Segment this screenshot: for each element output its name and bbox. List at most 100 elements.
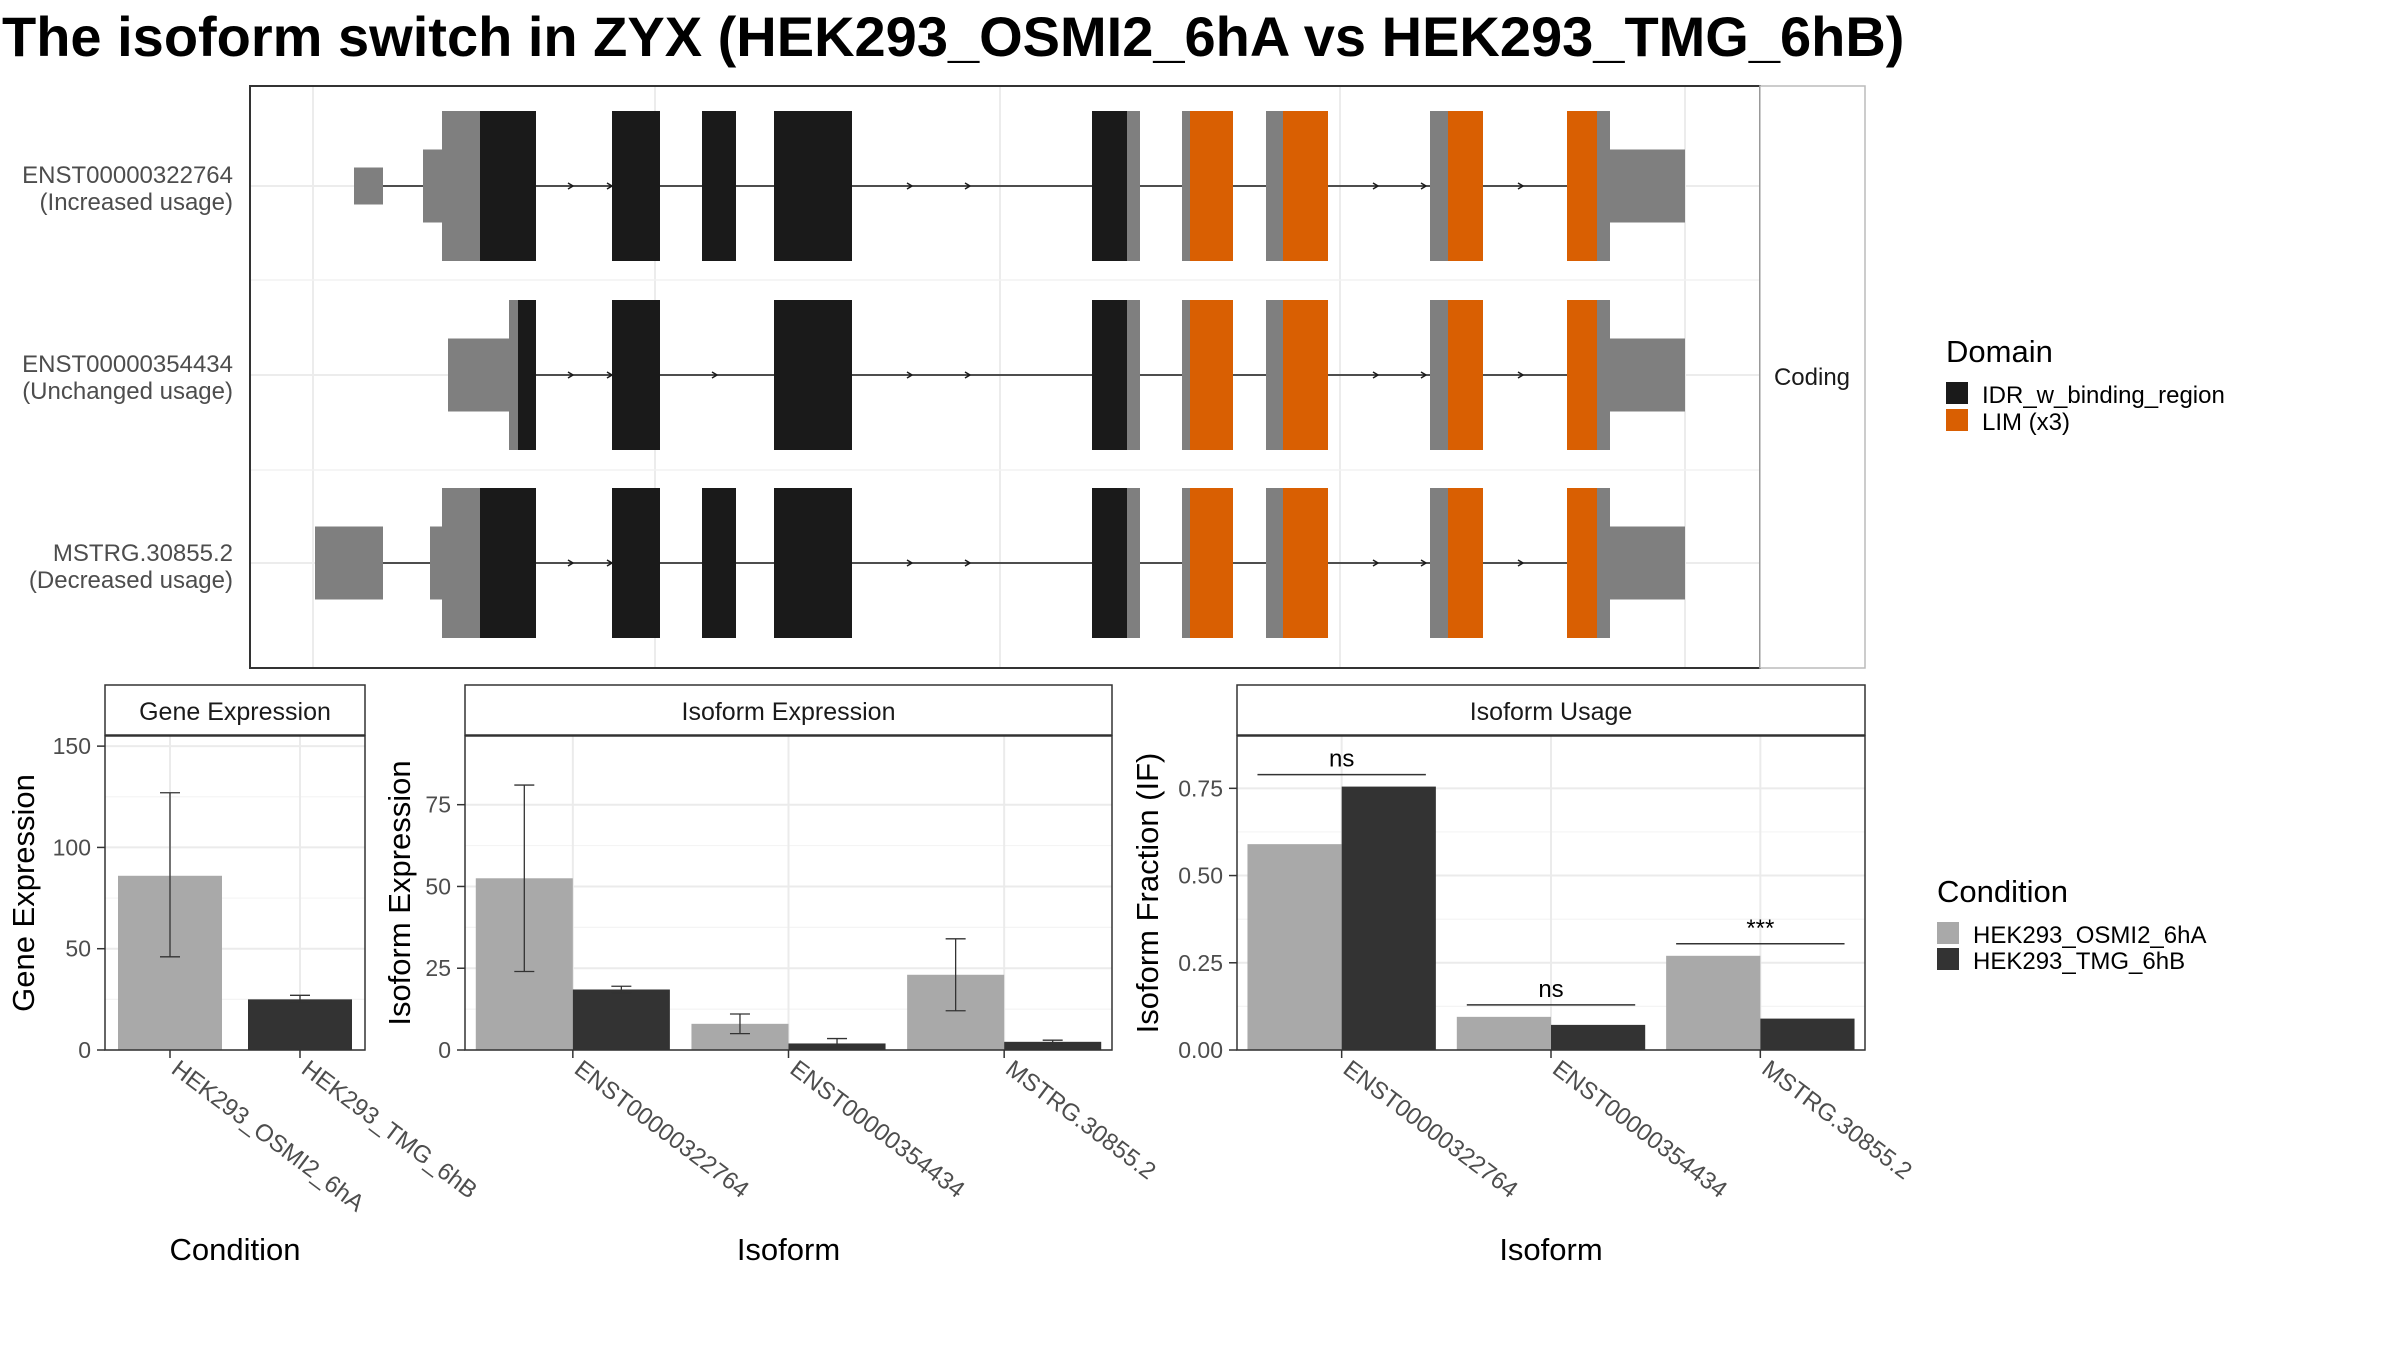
x-tick-label: MSTRG.30855.2	[1757, 1055, 1917, 1185]
structure-panel: ENST00000322764 (Increased usage) ENST00…	[22, 85, 1866, 669]
utr-box	[423, 149, 442, 223]
legend-swatch-lim	[1946, 409, 1968, 431]
idr-domain-box	[1092, 111, 1127, 261]
bar	[248, 999, 352, 1050]
x-tick-label: MSTRG.30855.2	[1001, 1055, 1161, 1185]
legend-swatch-idr	[1946, 382, 1968, 404]
legend-label-lim: LIM (x3)	[1982, 409, 2070, 436]
utr-box	[1597, 111, 1610, 261]
y-tick-label: 0	[438, 1037, 451, 1063]
idr-domain-box	[1092, 488, 1127, 638]
x-axis-label: Isoform	[1499, 1232, 1602, 1267]
utr-box	[509, 300, 518, 450]
intron-direction-arrow	[964, 182, 972, 190]
idr-domain-box	[612, 300, 660, 450]
facet-strip	[1759, 85, 1866, 669]
intron-direction-arrow	[567, 182, 575, 190]
domain-legend: Domain IDR_w_binding_region LIM (x3)	[1946, 334, 2225, 436]
x-tick-label: ENST00000322764	[569, 1055, 754, 1203]
utr-box	[442, 488, 480, 638]
bar	[1004, 1041, 1102, 1050]
intron-direction-arrow	[1372, 559, 1380, 567]
utr-box	[1127, 300, 1140, 450]
exon-boxes	[315, 111, 1685, 638]
chart-title: Isoform Usage	[1470, 698, 1633, 726]
idr-domain-box	[774, 111, 852, 261]
lim-domain-box	[1448, 111, 1483, 261]
domain-legend-title: Domain	[1946, 334, 2053, 369]
lim-domain-box	[1190, 111, 1233, 261]
intron-direction-arrow	[1420, 559, 1428, 567]
legend-label-cond-a: HEK293_OSMI2_6hA	[1973, 922, 2206, 949]
idr-domain-box	[702, 488, 736, 638]
y-tick-label: 0.50	[1178, 863, 1223, 889]
y-axis-label: Isoform Expression	[382, 760, 417, 1025]
y-tick-label: 0	[78, 1037, 91, 1063]
idr-domain-box	[480, 111, 536, 261]
utr-box	[1266, 488, 1283, 638]
figure-title: The isoform switch in ZYX (HEK293_OSMI2_…	[2, 5, 1904, 68]
intron-direction-arrow	[1420, 371, 1428, 379]
utr-box	[1430, 488, 1448, 638]
utr-box	[1182, 111, 1190, 261]
lim-domain-box	[1567, 300, 1597, 450]
significance-label: ns	[1329, 746, 1354, 773]
intron-direction-arrow	[1420, 182, 1428, 190]
legend-label-idr: IDR_w_binding_region	[1982, 382, 2225, 409]
bar	[1760, 1018, 1855, 1050]
intron-direction-arrow	[567, 371, 575, 379]
x-tick-label: ENST00000354434	[785, 1055, 970, 1203]
legend-label-cond-b: HEK293_TMG_6hB	[1973, 948, 2185, 975]
utr-box	[442, 111, 480, 261]
intron-direction-arrow	[1372, 371, 1380, 379]
utr-box	[1266, 111, 1283, 261]
y-axis-label: Isoform Fraction (IF)	[1130, 753, 1165, 1034]
intron-direction-arrow	[567, 559, 575, 567]
y-tick-label: 0.25	[1178, 950, 1223, 976]
intron-direction-arrow	[1372, 182, 1380, 190]
idr-domain-box	[612, 488, 660, 638]
y-tick-label: 150	[53, 733, 91, 759]
utr-box	[1127, 488, 1140, 638]
plot-border	[104, 735, 366, 1051]
intron-direction-arrow	[1517, 559, 1525, 567]
utr-box	[1610, 338, 1685, 412]
transcript-2-name: ENST00000354434	[22, 351, 233, 378]
lim-domain-box	[1190, 300, 1233, 450]
utr-box	[1610, 526, 1685, 600]
y-tick-label: 0.00	[1178, 1037, 1223, 1063]
x-axis-label: Isoform	[737, 1232, 840, 1267]
transcript-3-usage: (Decreased usage)	[29, 567, 233, 594]
significance-label: ***	[1746, 915, 1774, 942]
isoform-usage-chart: Isoform Usage ns ENST00000322764 ns ENST0000…	[1130, 684, 1917, 1267]
condition-legend-title: Condition	[1937, 874, 2068, 909]
y-tick-label: 50	[65, 936, 91, 962]
utr-box	[315, 526, 383, 600]
transcript-1-name: ENST00000322764	[22, 162, 233, 189]
x-tick-label: ENST00000354434	[1547, 1055, 1732, 1203]
utr-box	[1430, 300, 1448, 450]
transcript-1-usage: (Increased usage)	[40, 189, 233, 216]
lim-domain-box	[1567, 111, 1597, 261]
idr-domain-box	[518, 300, 536, 450]
bar	[1551, 1024, 1646, 1050]
lim-domain-box	[1448, 488, 1483, 638]
idr-domain-box	[612, 111, 660, 261]
lim-domain-box	[1283, 111, 1328, 261]
idr-domain-box	[774, 300, 852, 450]
utr-box	[1182, 488, 1190, 638]
significance-label: ns	[1538, 976, 1563, 1003]
intron-direction-arrow	[1517, 371, 1525, 379]
chart-title: Isoform Expression	[682, 698, 896, 726]
legend-swatch-cond-b	[1937, 948, 1959, 970]
utr-box	[1430, 111, 1448, 261]
lim-domain-box	[1567, 488, 1597, 638]
x-tick-label: ENST00000322764	[1338, 1055, 1523, 1203]
utr-box	[430, 526, 442, 600]
bar	[572, 989, 670, 1050]
transcript-3-name: MSTRG.30855.2	[53, 540, 233, 567]
intron-direction-arrow	[1517, 182, 1525, 190]
intron-direction-arrow	[906, 371, 914, 379]
utr-box	[448, 338, 509, 412]
